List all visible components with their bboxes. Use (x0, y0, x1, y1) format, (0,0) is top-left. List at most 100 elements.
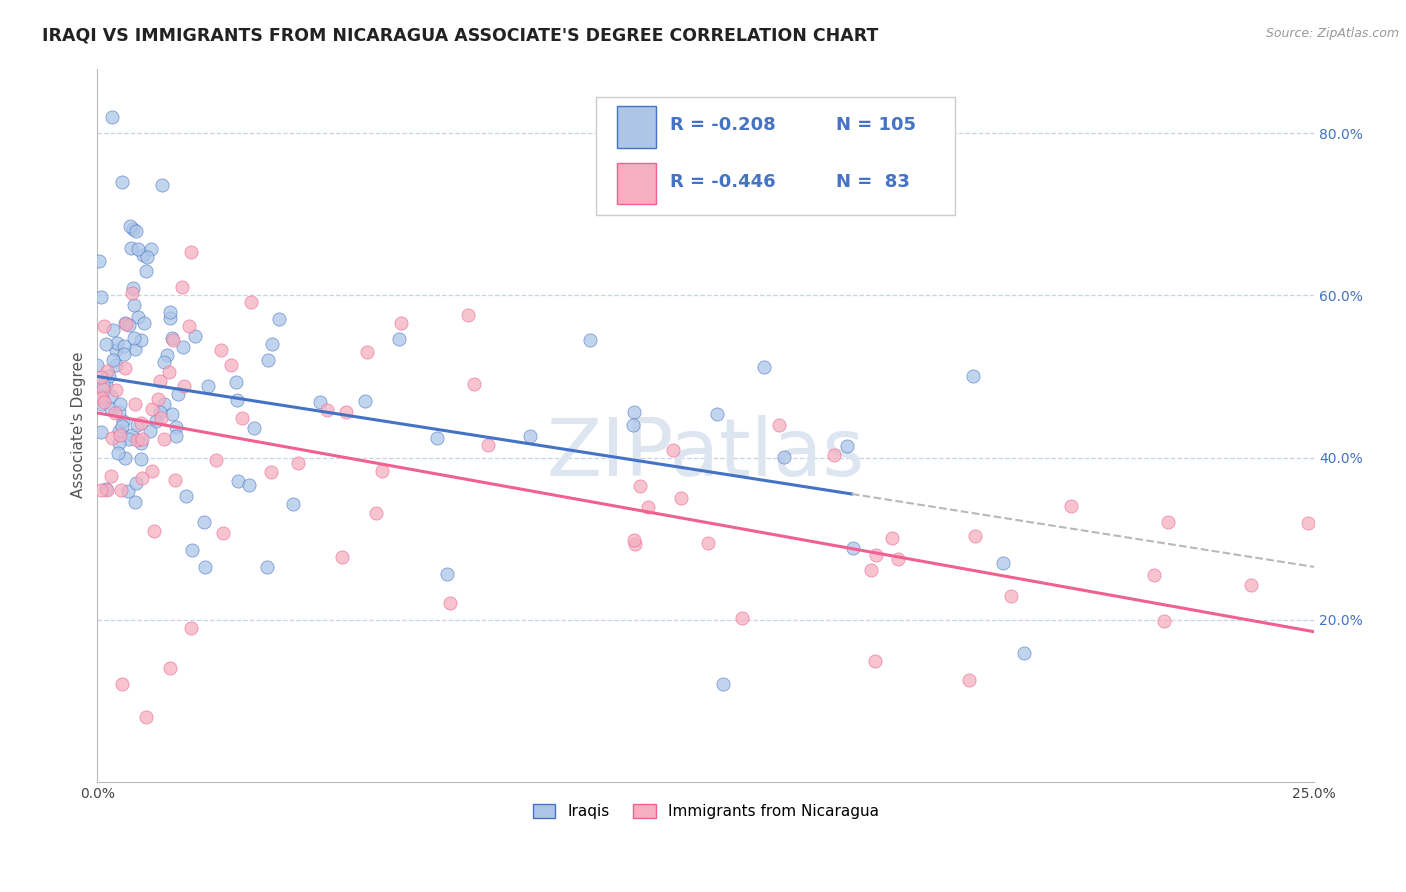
Point (262, 337, 284, 351)
Point (231, 411, 253, 425)
Point (267, 312, 290, 326)
Point (183, 329, 205, 343)
Point (90, 425, 112, 439)
Point (149, 405, 172, 419)
Point (180, 244, 202, 259)
Point (105, 335, 128, 350)
Point (387, 332, 409, 346)
Point (623, 533, 645, 547)
Point (436, 567, 458, 582)
Point (127, 310, 149, 325)
Point (111, 677, 134, 691)
Point (104, 343, 127, 357)
Point (108, 428, 131, 442)
Point (887, 552, 910, 566)
Point (132, 317, 155, 331)
Point (150, 178, 173, 193)
Point (91, 391, 114, 405)
Point (125, 224, 148, 238)
Point (124, 494, 146, 508)
Bar (617, 163, 655, 204)
Point (108, 424, 131, 438)
Point (86, 358, 108, 372)
Point (354, 393, 377, 408)
Point (118, 219, 141, 233)
Point (179, 319, 201, 334)
Point (143, 524, 166, 539)
Point (122, 298, 145, 312)
Point (129, 451, 152, 466)
Point (108, 405, 131, 419)
Point (157, 365, 180, 379)
Point (772, 450, 794, 465)
Point (111, 414, 134, 428)
Point (121, 286, 143, 301)
Point (160, 331, 183, 345)
Point (107, 446, 129, 460)
Point (90, 483, 112, 498)
Point (194, 560, 217, 574)
Point (287, 456, 309, 470)
Point (111, 419, 134, 434)
Point (121, 222, 143, 236)
Point (129, 417, 152, 431)
Text: IRAQI VS IMMIGRANTS FROM NICARAGUA ASSOCIATE'S DEGREE CORRELATION CHART: IRAQI VS IMMIGRANTS FROM NICARAGUA ASSOC… (42, 27, 879, 45)
Point (623, 405, 645, 419)
Point (110, 397, 132, 411)
Point (125, 417, 148, 432)
Point (159, 311, 181, 326)
Point (768, 418, 790, 433)
Point (131, 471, 153, 485)
Point (205, 453, 228, 467)
Point (335, 405, 357, 419)
Point (101, 110, 124, 124)
Point (281, 496, 304, 510)
Point (865, 548, 887, 562)
Point (370, 464, 392, 478)
Point (90, 290, 112, 304)
Point (152, 432, 174, 446)
Point (439, 596, 461, 610)
Legend: Iraqis, Immigrants from Nicaragua: Iraqis, Immigrants from Nicaragua (526, 798, 886, 825)
Point (366, 506, 388, 520)
Point (127, 242, 149, 256)
Point (837, 439, 859, 453)
Point (860, 563, 883, 577)
Point (1060, 499, 1083, 513)
Point (125, 475, 148, 490)
Point (963, 528, 986, 542)
Point (256, 353, 278, 368)
FancyBboxPatch shape (596, 97, 955, 215)
Point (181, 543, 204, 558)
Point (90, 389, 112, 403)
Point (94, 482, 117, 496)
Point (519, 429, 541, 443)
Point (211, 526, 233, 541)
Point (101, 353, 124, 368)
Point (991, 557, 1014, 571)
Point (112, 339, 135, 353)
Point (579, 333, 602, 347)
Point (90, 370, 112, 384)
Point (114, 450, 136, 465)
Point (356, 345, 378, 359)
Point (104, 384, 127, 398)
Point (100, 402, 122, 417)
Point (706, 407, 728, 421)
Point (316, 403, 339, 417)
Point (863, 654, 886, 668)
Point (226, 474, 249, 488)
Point (463, 376, 485, 391)
Point (98, 369, 121, 384)
Point (211, 343, 233, 358)
Point (882, 531, 904, 545)
Point (124, 396, 146, 410)
Point (120, 241, 142, 255)
Point (93, 318, 115, 333)
Point (91, 377, 114, 392)
Point (100, 431, 122, 445)
Point (1012, 647, 1035, 661)
Point (112, 347, 135, 361)
Point (959, 673, 981, 687)
Point (100, 389, 122, 403)
